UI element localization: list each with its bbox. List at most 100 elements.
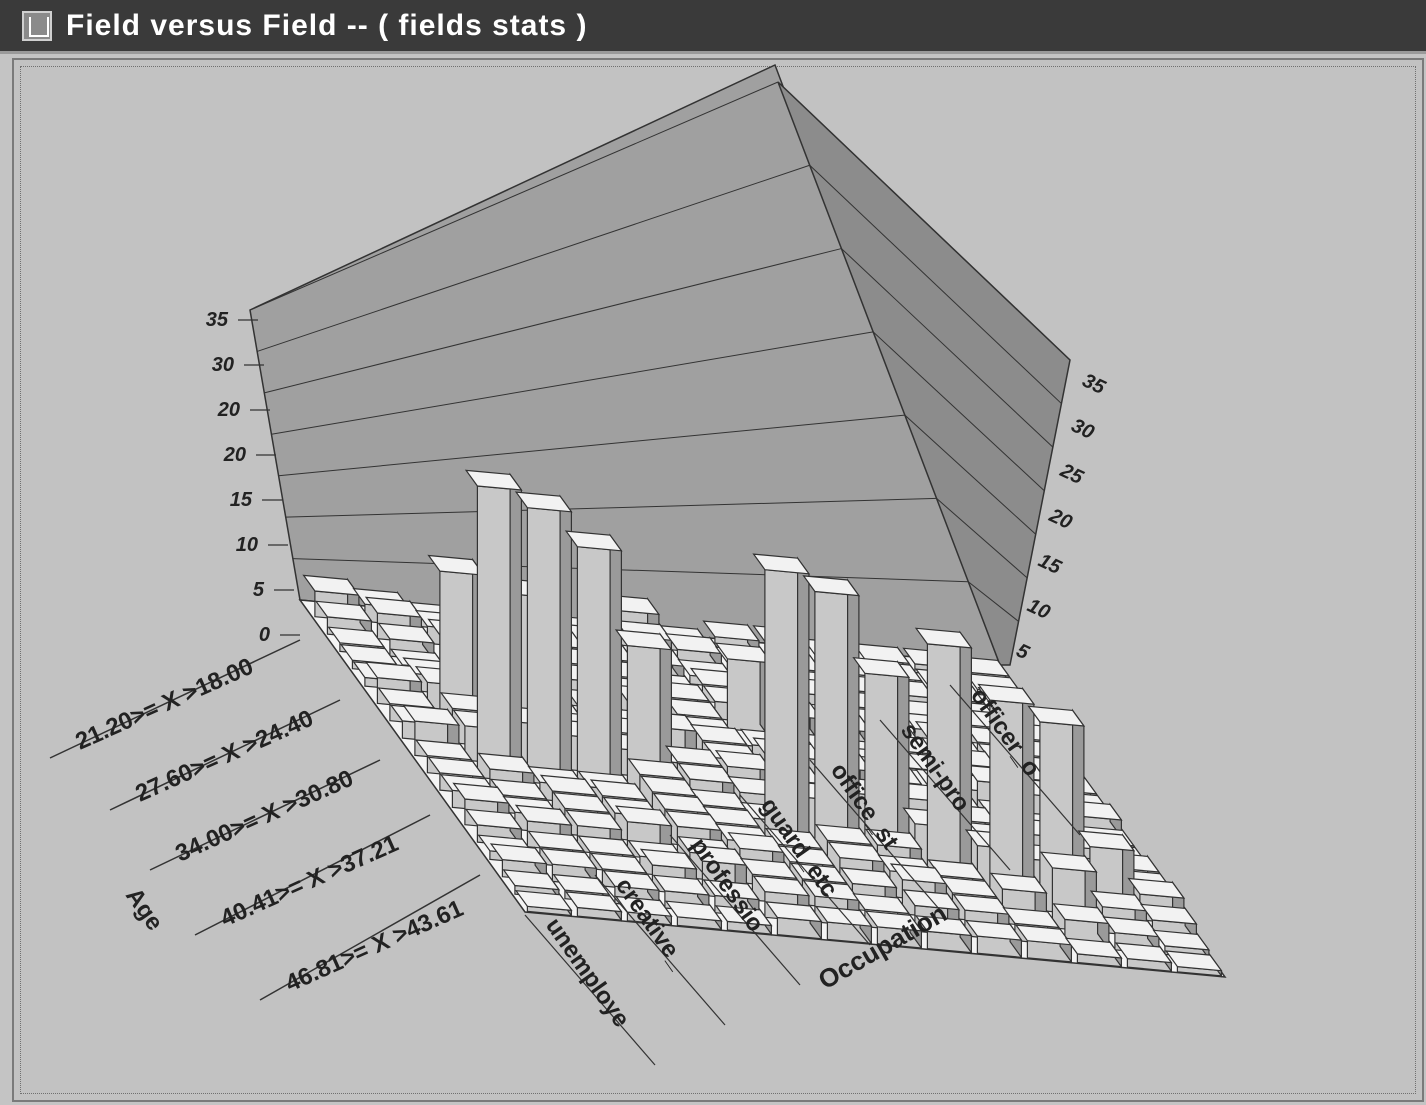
bar-top — [664, 745, 723, 767]
bar-top — [402, 704, 461, 726]
z-tick-label-right: 35 — [1079, 370, 1109, 400]
age-category-label: 46.81>= X >43.61 — [281, 895, 467, 998]
bar-top — [739, 857, 798, 880]
bar-side — [796, 556, 810, 859]
occupation-axis-line — [879, 719, 1011, 871]
bar-side — [959, 630, 973, 890]
chart-frame — [20, 66, 1416, 1094]
bar-top — [852, 893, 911, 915]
side-gridline — [809, 164, 1062, 404]
bar-top — [852, 656, 911, 679]
bar-top — [564, 809, 623, 831]
age-category-label: 40.41>= X >37.21 — [216, 830, 402, 933]
z-tick-label-left: 30 — [212, 354, 234, 376]
bar-top — [339, 643, 398, 666]
bar-top — [652, 874, 711, 896]
bar-top — [977, 683, 1036, 705]
bar-top — [989, 872, 1048, 894]
bar-top — [327, 626, 386, 648]
bar-top — [577, 835, 636, 857]
back-gridline — [249, 81, 779, 311]
bar-top — [427, 756, 486, 778]
z-tick-label-left: 20 — [217, 399, 240, 421]
bar-top — [377, 622, 436, 644]
bar-top — [627, 758, 686, 780]
bar-top — [777, 845, 836, 867]
bar-top — [464, 469, 523, 491]
bar-top — [464, 808, 523, 830]
bar-top — [514, 804, 573, 826]
bar-side — [609, 533, 623, 793]
side-gridline — [872, 331, 1045, 492]
side-gridline — [777, 81, 1071, 361]
bar-top — [914, 627, 973, 649]
bar-top — [1164, 950, 1223, 972]
window-title: Field versus Field -- ( fields stats ) — [66, 8, 588, 42]
bar-top — [514, 889, 573, 912]
z-tick-label-left: 20 — [223, 444, 246, 466]
age-axis-line — [259, 874, 481, 1001]
z-tick-label-right: 5 — [1013, 640, 1033, 665]
bar-top — [752, 875, 811, 897]
bar-top — [702, 620, 761, 642]
bar-top — [639, 848, 698, 870]
occupation-category-label: unemploye — [540, 913, 635, 1032]
back-gridline — [292, 558, 969, 583]
z-tick-label-left: 10 — [236, 534, 258, 556]
bar-top — [489, 843, 548, 865]
z-tick-label-right: 20 — [1045, 504, 1075, 534]
occupation-axis-line — [594, 874, 726, 1026]
bar-top — [714, 905, 773, 927]
age-axis-line — [49, 639, 301, 759]
bar-top — [552, 873, 611, 895]
app-icon[interactable] — [22, 10, 52, 41]
back-gridline — [271, 331, 874, 435]
bar-top — [964, 919, 1023, 941]
bar-top — [614, 805, 673, 827]
bar-top — [789, 862, 848, 884]
bar-top — [864, 828, 923, 850]
bar-top — [852, 642, 911, 665]
bar-top — [614, 895, 673, 917]
bar-top — [589, 852, 648, 874]
bar-top — [1114, 942, 1173, 964]
bar-top — [564, 891, 623, 913]
bar-top — [1127, 877, 1186, 899]
bar-top — [377, 687, 436, 709]
bar-top — [1002, 907, 1061, 929]
bar-top — [664, 697, 723, 719]
bar-top — [564, 530, 623, 552]
bar-top — [1152, 929, 1211, 951]
bar-top — [702, 879, 761, 901]
side-gridline — [967, 581, 1019, 622]
bar-top — [1077, 830, 1136, 852]
bar-top — [914, 915, 973, 937]
title-bar[interactable]: Field versus Field -- ( fields stats ) — [0, 0, 1426, 54]
bar-top — [752, 553, 811, 575]
bar-top — [802, 575, 861, 597]
occupation-axis-line — [669, 834, 801, 986]
age-axis-title: Age — [120, 883, 168, 936]
bar-side — [559, 494, 573, 788]
bar-top — [364, 661, 423, 683]
back-gridline — [264, 248, 842, 394]
z-tick-label-right: 15 — [1035, 550, 1065, 580]
z-tick-label-right: 10 — [1024, 595, 1053, 624]
bar-top — [1027, 705, 1086, 727]
bar-top — [764, 901, 823, 923]
bar-top — [502, 869, 561, 891]
bar-top — [814, 905, 873, 927]
bar-top — [814, 823, 873, 846]
side-gridline — [841, 248, 1054, 448]
back-gridline — [278, 414, 905, 477]
bar-top — [602, 869, 661, 892]
age-axis-line — [149, 759, 381, 871]
bar-top — [414, 739, 473, 761]
bar-top — [589, 779, 648, 801]
bar-top — [514, 491, 573, 513]
bar-top — [527, 830, 586, 852]
bar-top — [539, 774, 598, 796]
bar-top — [839, 867, 898, 889]
z-tick-label-left: 5 — [253, 579, 265, 601]
